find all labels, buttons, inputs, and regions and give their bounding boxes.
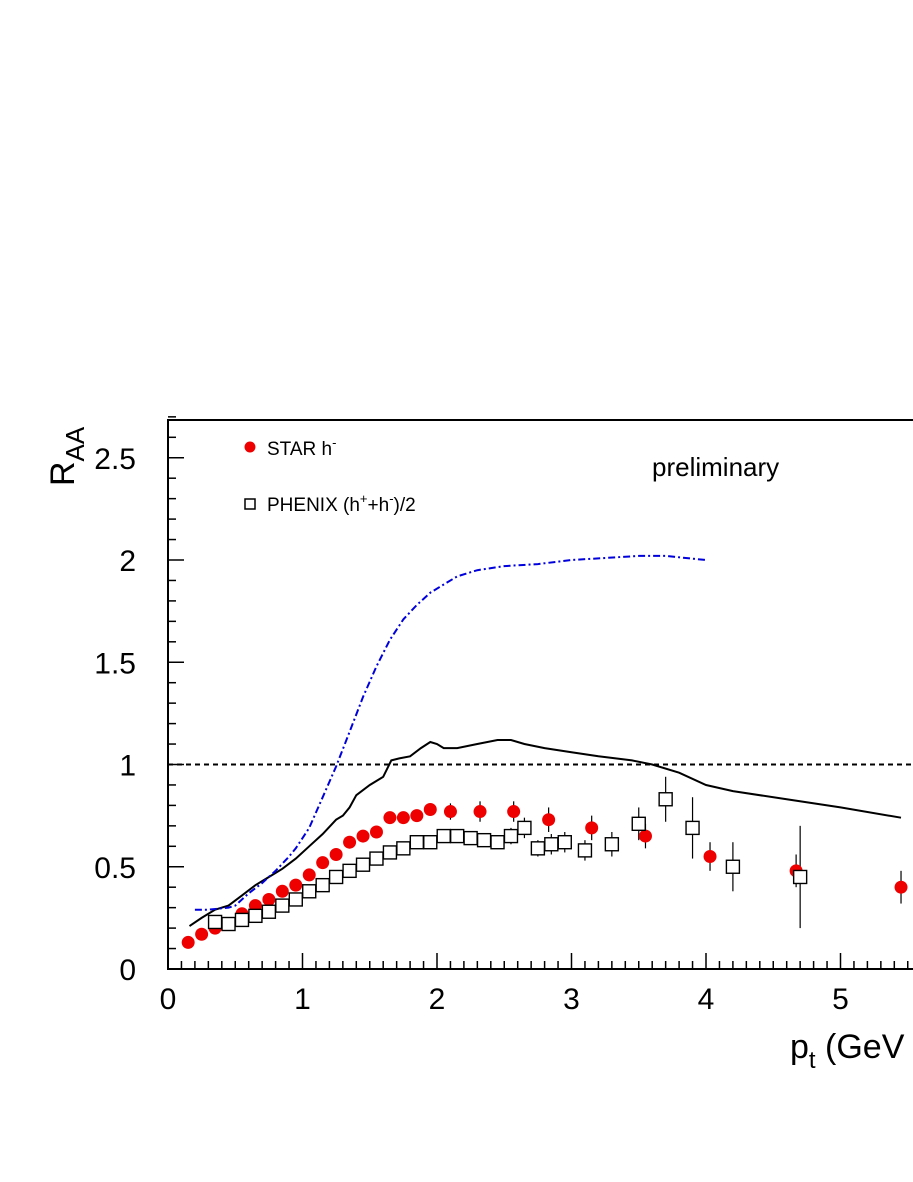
y-tick-label: 1.5 — [94, 647, 136, 680]
star-data-point — [443, 805, 457, 819]
x-tick-label: 4 — [698, 983, 715, 1016]
y-tick-label: 2.5 — [94, 443, 136, 476]
phenix-data-point — [423, 835, 438, 850]
preliminary-annotation: preliminary — [652, 452, 779, 482]
legend-phenix-marker — [244, 498, 256, 510]
phenix-data-point — [792, 869, 808, 885]
star-data-point — [289, 878, 303, 892]
y-tick-label: 0.5 — [94, 852, 136, 885]
y-axis-title: RAA — [44, 426, 90, 486]
phenix-data-point — [396, 841, 411, 856]
phenix-data-point — [382, 845, 398, 860]
star-data-point — [316, 856, 330, 870]
star-data-point — [396, 811, 410, 825]
star-data-point — [894, 880, 908, 894]
phenix-data-point — [436, 828, 451, 844]
model-curves — [188, 554, 902, 927]
phenix-data-point — [557, 835, 572, 850]
phenix-data-point — [248, 908, 263, 924]
y-tick-label: 2 — [119, 545, 136, 578]
phenix-data-point — [234, 912, 250, 928]
phenix-data-point — [476, 832, 492, 848]
phenix-data-point — [685, 820, 700, 836]
star-data-point — [638, 829, 652, 843]
phenix-data-point — [503, 828, 519, 844]
phenix-data-point — [530, 841, 546, 856]
star-data-point — [329, 847, 343, 861]
phenix-data-point — [658, 792, 673, 807]
star-data-point — [585, 821, 599, 835]
phenix-data-point — [577, 843, 593, 858]
x-tick-label: 2 — [429, 983, 446, 1016]
star-data-point — [181, 935, 195, 949]
star-data-point — [423, 802, 437, 816]
legend-star-marker — [244, 441, 256, 453]
phenix-data-point — [631, 816, 646, 832]
model-curve-dashdot — [194, 554, 707, 911]
phenix-data-point — [288, 892, 303, 907]
star-data-point — [262, 892, 276, 906]
star-data-point — [507, 805, 521, 819]
error-bars — [402, 776, 902, 929]
legend-star-label: STAR h- — [267, 435, 336, 460]
phenix-data-point — [275, 898, 290, 913]
model-curve-solid — [188, 739, 902, 927]
phenix-data-point — [207, 914, 223, 930]
plot-frame — [167, 419, 913, 970]
star-data-point — [410, 809, 424, 823]
phenix-data-point — [261, 904, 277, 919]
axis-ticks — [167, 416, 909, 970]
phenix-data-point — [342, 863, 357, 879]
x-tick-label: 5 — [832, 983, 849, 1016]
star-data-point — [195, 927, 209, 941]
star-data-point — [356, 829, 370, 843]
x-tick-label: 3 — [563, 983, 580, 1016]
data-markers — [181, 792, 908, 949]
x-axis-title: pt (GeV — [790, 1028, 905, 1074]
phenix-data-point — [315, 877, 330, 893]
phenix-data-point — [604, 837, 620, 852]
phenix-data-point — [463, 830, 478, 846]
star-data-point — [275, 884, 289, 898]
star-data-point — [542, 813, 556, 827]
phenix-data-point — [517, 820, 532, 836]
x-tick-label: 1 — [294, 983, 311, 1016]
legend-phenix-label: PHENIX (h++h-)/2 — [267, 491, 416, 516]
star-data-point — [343, 835, 357, 849]
phenix-data-point — [409, 835, 425, 850]
phenix-data-point — [369, 851, 384, 866]
star-data-point — [369, 825, 383, 839]
x-tick-label: 0 — [160, 983, 177, 1016]
phenix-data-point — [355, 857, 371, 872]
star-data-point — [302, 868, 316, 882]
star-data-point — [383, 811, 397, 825]
phenix-data-point — [725, 859, 741, 874]
y-tick-label: 0 — [119, 954, 136, 987]
phenix-data-point — [490, 835, 505, 850]
phenix-data-point — [449, 828, 465, 844]
phenix-data-point — [328, 869, 344, 885]
y-tick-label: 1 — [119, 750, 136, 783]
star-data-point — [473, 805, 487, 819]
phenix-data-point — [544, 837, 559, 852]
star-data-point — [703, 850, 717, 864]
legend: STAR h- PHENIX (h++h-)/2 — [244, 435, 416, 516]
tick-labels: 0 1 2 3 4 5 0 0.5 1 1.5 2 2.5 — [94, 443, 849, 1016]
phenix-data-point — [302, 884, 317, 899]
phenix-data-point — [221, 916, 236, 932]
